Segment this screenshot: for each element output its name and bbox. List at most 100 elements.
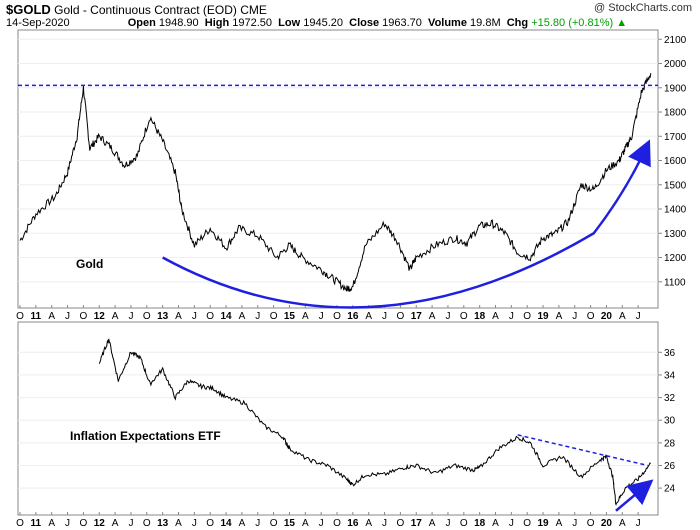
x-tick-label: O <box>460 311 468 322</box>
quote-date: 14-Sep-2020 <box>6 17 70 29</box>
high-label: High <box>204 17 230 29</box>
chart-header: $GOLD Gold - Continuous Contract (EOD) C… <box>6 2 267 17</box>
x-tick-label: J <box>636 311 641 322</box>
x-tick-label: 20 <box>601 311 613 322</box>
x-tick-label: O <box>143 311 151 322</box>
y-tick-label: 1400 <box>664 205 687 216</box>
cup-trend-arrow <box>162 139 651 309</box>
x-tick-label: J <box>192 518 197 529</box>
x-tick-label: A <box>365 311 372 322</box>
etf-panel-frame <box>17 321 659 516</box>
x-tick-label: A <box>239 518 246 529</box>
price-panel-frame <box>17 29 659 309</box>
x-tick-label: A <box>429 311 436 322</box>
y-tick-label: 24 <box>664 484 676 495</box>
x-tick-label: J <box>319 518 324 529</box>
x-tick-label: O <box>460 518 468 529</box>
x-tick-label: 14 <box>220 518 232 529</box>
x-tick-label: J <box>255 311 260 322</box>
x-tick-label: A <box>239 311 246 322</box>
x-tick-label: O <box>270 518 278 529</box>
open-label: Open <box>127 17 156 29</box>
x-tick-label: O <box>523 311 531 322</box>
x-tick-label: J <box>572 518 577 529</box>
x-tick-label: 19 <box>537 518 549 529</box>
etf-resistance-line <box>517 434 648 467</box>
x-tick-label: 18 <box>474 311 486 322</box>
y-tick-label: 28 <box>664 438 676 449</box>
x-tick-label: 12 <box>94 518 106 529</box>
close-value: 1963.70 <box>382 17 422 29</box>
x-tick-label: A <box>302 311 309 322</box>
x-tick-label: J <box>382 518 387 529</box>
volume-value: 19.8M <box>470 17 501 29</box>
x-tick-label: 14 <box>220 311 232 322</box>
x-tick-label: J <box>636 518 641 529</box>
y-tick-label: 1500 <box>664 180 687 191</box>
x-tick-label: O <box>333 311 341 322</box>
quote-bar: 14-Sep-2020 Open 1948.90 High 1972.50 Lo… <box>6 17 627 29</box>
y-tick-label: 1800 <box>664 108 687 119</box>
y-tick-label: 30 <box>664 416 676 427</box>
x-tick-label: J <box>65 311 70 322</box>
x-tick-label: O <box>80 311 88 322</box>
low-value: 1945.20 <box>303 17 343 29</box>
x-tick-label: O <box>270 311 278 322</box>
volume-label: Volume <box>428 17 467 29</box>
x-tick-label: J <box>192 311 197 322</box>
x-tick-label: O <box>397 518 405 529</box>
x-tick-label: J <box>445 518 450 529</box>
x-tick-label: A <box>365 518 372 529</box>
close-label: Close <box>349 17 380 29</box>
x-tick-label: O <box>397 311 405 322</box>
x-tick-label: A <box>175 311 182 322</box>
x-tick-label: A <box>619 518 626 529</box>
x-tick-label: O <box>16 311 24 322</box>
low-label: Low <box>278 17 301 29</box>
series-line <box>98 338 651 506</box>
x-tick-label: J <box>319 311 324 322</box>
x-tick-label: A <box>429 518 436 529</box>
symbol: $GOLD <box>6 2 51 17</box>
x-tick-label: 17 <box>411 518 423 529</box>
y-tick-label: 1100 <box>664 277 686 288</box>
x-tick-label: J <box>509 311 514 322</box>
open-value: 1948.90 <box>158 17 199 29</box>
x-tick-label: O <box>143 518 151 529</box>
instrument-name: Gold - Continuous Contract (EOD) <box>54 3 237 17</box>
x-tick-label: 15 <box>284 518 296 529</box>
y-tick-label: 1200 <box>664 253 687 264</box>
x-tick-label: O <box>206 311 214 322</box>
x-tick-label: A <box>619 311 626 322</box>
x-tick-label: 17 <box>411 311 423 322</box>
series-line <box>19 73 652 293</box>
high-value: 1972.50 <box>232 17 273 29</box>
x-tick-label: 11 <box>31 518 42 529</box>
x-tick-label: A <box>48 518 55 529</box>
x-tick-label: A <box>492 518 499 529</box>
x-tick-label: 19 <box>537 311 549 322</box>
y-tick-label: 1900 <box>664 83 687 94</box>
y-tick-label: 36 <box>664 348 676 359</box>
x-tick-label: 16 <box>347 518 359 529</box>
exchange: CME <box>240 3 267 17</box>
x-tick-label: J <box>65 518 70 529</box>
x-tick-label: 12 <box>94 311 106 322</box>
x-tick-label: A <box>112 311 119 322</box>
x-tick-label: A <box>112 518 119 529</box>
y-tick-label: 2000 <box>664 59 687 70</box>
x-tick-label: A <box>556 518 563 529</box>
x-tick-label: 13 <box>157 311 169 322</box>
x-tick-label: 13 <box>157 518 169 529</box>
x-tick-label: J <box>128 518 133 529</box>
y-tick-label: 1300 <box>664 229 687 240</box>
chg-label: Chg <box>506 17 529 29</box>
y-tick-label: 1700 <box>664 132 687 143</box>
x-tick-label: O <box>587 518 595 529</box>
y-tick-label: 26 <box>664 461 676 472</box>
gold-panel-label: Gold <box>76 257 103 271</box>
watermark: @ StockCharts.com <box>594 2 692 14</box>
x-tick-label: A <box>48 311 55 322</box>
y-tick-label: 1600 <box>664 156 687 167</box>
